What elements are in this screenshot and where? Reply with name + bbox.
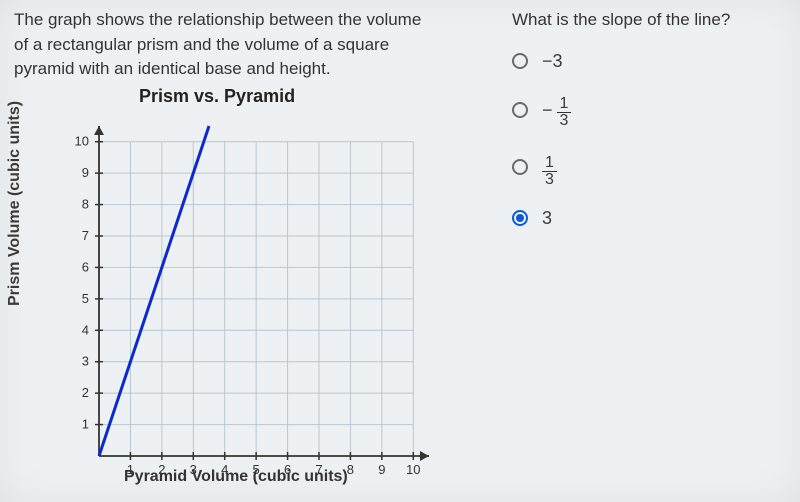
svg-text:8: 8 bbox=[347, 462, 354, 477]
svg-text:1: 1 bbox=[82, 416, 89, 431]
chart-x-axis-label-cut: Pyramid Volume (cubic units) bbox=[124, 468, 348, 486]
svg-text:5: 5 bbox=[82, 291, 89, 306]
svg-text:2: 2 bbox=[82, 385, 89, 400]
svg-text:7: 7 bbox=[82, 228, 89, 243]
choice-label: 3 bbox=[542, 208, 552, 229]
question-text: What is the slope of the line? bbox=[512, 8, 782, 33]
radio-button[interactable] bbox=[512, 210, 528, 226]
answer-choice-3[interactable]: 3 bbox=[512, 208, 782, 229]
problem-line-3: pyramid with an identical base and heigh… bbox=[14, 59, 331, 78]
answer-choices: −3 −13 13 3 bbox=[512, 51, 782, 229]
choice-label: −13 bbox=[542, 94, 571, 127]
choice-label: 13 bbox=[542, 149, 557, 186]
answer-choice-2[interactable]: 13 bbox=[512, 149, 782, 186]
chart-svg: 1234567891012345678910 bbox=[54, 106, 444, 478]
svg-text:10: 10 bbox=[75, 134, 89, 149]
svg-text:10: 10 bbox=[406, 462, 420, 477]
problem-line-1: The graph shows the relationship between… bbox=[14, 10, 421, 29]
svg-text:9: 9 bbox=[82, 165, 89, 180]
radio-button[interactable] bbox=[512, 102, 528, 118]
svg-text:4: 4 bbox=[82, 322, 89, 337]
answer-choice-0[interactable]: −3 bbox=[512, 51, 782, 72]
svg-text:8: 8 bbox=[82, 196, 89, 211]
radio-button[interactable] bbox=[512, 53, 528, 69]
chart-y-axis-label: Prism Volume (cubic units) bbox=[6, 101, 24, 306]
problem-line-2: of a rectangular prism and the volume of… bbox=[14, 35, 389, 54]
svg-text:3: 3 bbox=[82, 354, 89, 369]
answer-choice-1[interactable]: −13 bbox=[512, 94, 782, 127]
radio-button[interactable] bbox=[512, 159, 528, 175]
choice-label: −3 bbox=[542, 51, 563, 72]
chart-title: Prism vs. Pyramid bbox=[139, 86, 295, 107]
chart-container: Prism vs. Pyramid Prism Volume (cubic un… bbox=[14, 86, 434, 486]
svg-text:6: 6 bbox=[82, 259, 89, 274]
svg-text:9: 9 bbox=[378, 462, 385, 477]
